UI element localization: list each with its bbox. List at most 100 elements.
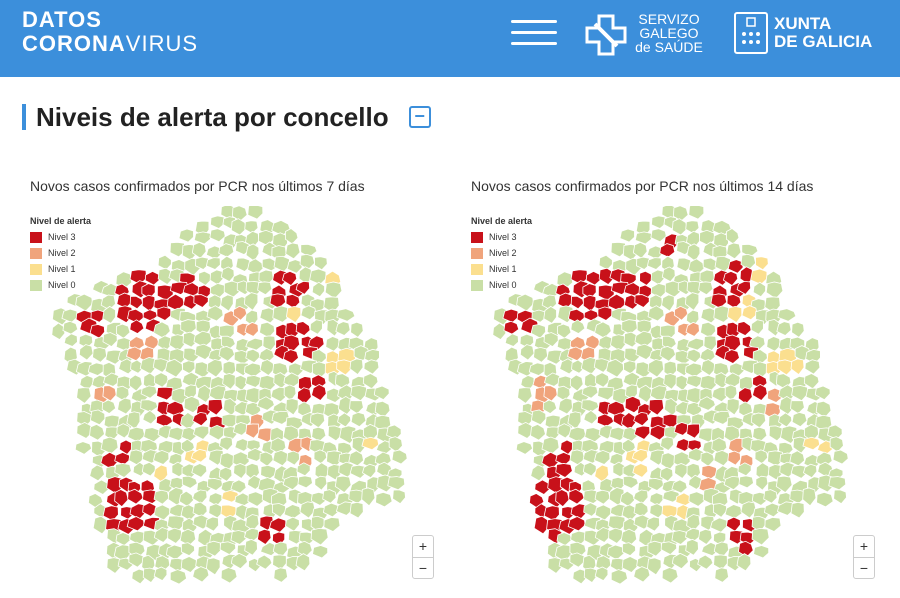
municipality-region[interactable] — [165, 544, 184, 561]
municipality-region[interactable] — [78, 344, 94, 361]
municipality-region[interactable] — [815, 400, 832, 419]
municipality-region[interactable] — [386, 424, 402, 440]
municipality-region[interactable] — [245, 514, 260, 532]
municipality-region[interactable] — [100, 436, 119, 455]
municipality-region[interactable] — [76, 387, 92, 404]
municipality-region[interactable] — [582, 294, 597, 313]
municipality-region[interactable] — [686, 514, 701, 532]
municipality-region[interactable] — [153, 464, 169, 483]
municipality-region[interactable] — [697, 554, 714, 570]
municipality-region[interactable] — [127, 488, 144, 505]
municipality-region[interactable] — [348, 450, 364, 467]
datos-coronavirus-logo[interactable]: DATOS CORONAVIRUS — [22, 8, 198, 56]
municipality-region[interactable] — [363, 359, 380, 375]
municipality-region[interactable] — [755, 256, 769, 271]
municipality-region[interactable] — [714, 567, 729, 583]
municipality-region[interactable] — [752, 281, 766, 298]
municipality-region[interactable] — [324, 281, 343, 300]
municipality-region[interactable] — [556, 532, 573, 547]
municipality-region[interactable] — [169, 569, 188, 585]
municipality-region[interactable] — [533, 346, 549, 363]
municipality-region[interactable] — [755, 475, 769, 491]
municipality-region[interactable] — [722, 270, 739, 287]
municipality-region[interactable] — [244, 220, 259, 234]
municipality-region[interactable] — [752, 384, 768, 401]
municipality-region[interactable] — [661, 567, 679, 584]
municipality-region[interactable] — [568, 488, 585, 505]
municipality-region[interactable] — [749, 335, 766, 351]
municipality-region[interactable] — [362, 463, 377, 479]
municipality-region[interactable] — [621, 542, 636, 557]
municipality-region[interactable] — [543, 305, 557, 324]
municipality-region[interactable] — [829, 436, 844, 453]
municipality-region[interactable] — [646, 516, 660, 532]
municipality-region[interactable] — [660, 452, 676, 471]
municipality-region[interactable] — [516, 293, 535, 312]
municipality-region[interactable] — [310, 527, 329, 546]
municipality-region[interactable] — [649, 492, 664, 507]
municipality-region[interactable] — [519, 333, 535, 349]
municipality-region[interactable] — [350, 411, 367, 428]
municipality-region[interactable] — [697, 396, 716, 411]
municipality-region[interactable] — [207, 399, 224, 416]
municipality-region[interactable] — [725, 516, 741, 532]
municipality-region[interactable] — [631, 448, 649, 463]
municipality-region[interactable] — [296, 387, 312, 405]
municipality-region[interactable] — [685, 321, 700, 337]
municipality-region[interactable] — [183, 384, 197, 401]
municipality-region[interactable] — [247, 206, 264, 220]
municipality-region[interactable] — [530, 464, 546, 482]
municipality-region[interactable] — [295, 553, 311, 572]
municipality-region[interactable] — [685, 309, 700, 327]
municipality-region[interactable] — [192, 411, 209, 427]
municipality-region[interactable] — [323, 296, 340, 314]
municipality-region[interactable] — [336, 308, 356, 322]
municipality-region[interactable] — [624, 384, 638, 401]
municipality-region[interactable] — [517, 387, 533, 404]
municipality-region[interactable] — [256, 554, 273, 570]
municipality-region[interactable] — [153, 489, 170, 505]
municipality-region[interactable] — [711, 437, 728, 455]
municipality-region[interactable] — [127, 426, 146, 443]
municipality-region[interactable] — [283, 384, 297, 402]
municipality-region[interactable] — [673, 206, 689, 222]
municipality-region[interactable] — [230, 552, 248, 570]
municipality-region[interactable] — [528, 362, 547, 376]
municipality-region[interactable] — [647, 257, 662, 271]
municipality-region[interactable] — [375, 491, 393, 508]
municipality-region[interactable] — [530, 423, 546, 441]
municipality-region[interactable] — [790, 400, 805, 415]
municipality-region[interactable] — [193, 294, 209, 308]
municipality-region[interactable] — [619, 228, 635, 243]
municipality-region[interactable] — [192, 566, 210, 583]
municipality-region[interactable] — [219, 452, 235, 471]
municipality-region[interactable] — [764, 296, 781, 314]
municipality-region[interactable] — [273, 567, 288, 583]
municipality-region[interactable] — [541, 436, 560, 455]
municipality-region[interactable] — [349, 400, 364, 415]
municipality-region[interactable] — [639, 270, 653, 286]
municipality-region[interactable] — [75, 293, 94, 312]
municipality-region[interactable] — [128, 336, 145, 351]
municipality-region[interactable] — [244, 309, 259, 327]
municipality-region[interactable] — [309, 412, 326, 429]
municipality-region[interactable] — [373, 385, 390, 401]
municipality-region[interactable] — [530, 324, 547, 339]
municipality-region[interactable] — [765, 281, 784, 300]
municipality-region[interactable] — [685, 292, 700, 311]
municipality-region[interactable] — [192, 425, 210, 440]
municipality-region[interactable] — [311, 426, 327, 442]
municipality-region[interactable] — [582, 461, 597, 477]
municipality-region[interactable] — [178, 228, 194, 243]
galicia-choropleth-map[interactable] — [481, 206, 861, 586]
municipality-region[interactable] — [726, 293, 742, 309]
municipality-region[interactable] — [191, 241, 207, 259]
municipality-region[interactable] — [752, 374, 768, 389]
municipality-region[interactable] — [350, 321, 364, 338]
municipality-region[interactable] — [285, 242, 301, 260]
municipality-region[interactable] — [311, 384, 327, 401]
municipality-region[interactable] — [313, 449, 328, 465]
municipality-region[interactable] — [686, 423, 701, 439]
municipality-region[interactable] — [311, 374, 327, 389]
municipality-region[interactable] — [387, 476, 406, 491]
